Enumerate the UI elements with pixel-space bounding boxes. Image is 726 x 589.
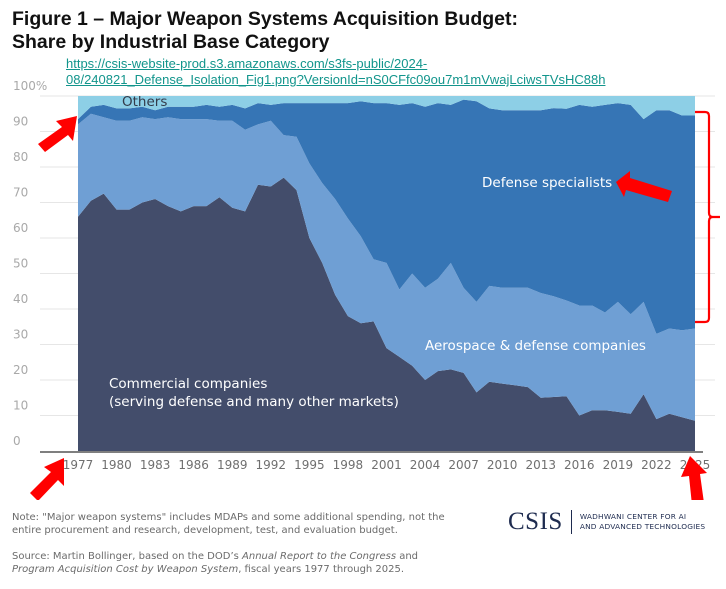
- x-tick-label: 1977: [63, 458, 94, 472]
- area-layers: [78, 96, 695, 451]
- x-tick-label: 1992: [256, 458, 287, 472]
- red-arrow-bottom-right-icon: [681, 456, 707, 500]
- area-aerospace-defense-companies: [78, 113, 695, 421]
- source-prefix: Source: Martin Bollinger, based on the D…: [12, 551, 243, 562]
- source-suffix: , fiscal years 1977 through 2025.: [238, 564, 405, 575]
- y-tick-label: 100%: [13, 79, 47, 93]
- y-tick-label: 60: [13, 221, 28, 235]
- y-tick-label: 90: [13, 115, 28, 129]
- x-tick-label: 2016: [564, 458, 595, 472]
- y-tick-label: 20: [13, 363, 28, 377]
- y-tick-label: 50: [13, 257, 28, 271]
- logo-line2: AND ADVANCED TECHNOLOGIES: [579, 522, 706, 531]
- y-tick-label: 10: [13, 399, 28, 413]
- source-mid: and: [396, 551, 419, 562]
- x-tick-label: 2019: [603, 458, 634, 472]
- source-italic-2: Program Acquisition Cost by Weapon Syste…: [12, 564, 239, 575]
- y-tick-label: 80: [13, 150, 28, 164]
- logo-subtitle: WADHWANI CENTER FOR AI AND ADVANCED TECH…: [580, 512, 705, 532]
- logo-line1: WADHWANI CENTER FOR AI: [579, 512, 687, 521]
- x-tick-label: 1989: [217, 458, 248, 472]
- y-tick-label: 0: [13, 434, 21, 448]
- x-tick-label: 2010: [487, 458, 518, 472]
- figure-title-line1: Figure 1 – Major Weapon Systems Acquisit…: [12, 8, 518, 30]
- x-tick-label: 2001: [371, 458, 402, 472]
- area-commercial-companies: [78, 177, 695, 451]
- source-url-line1[interactable]: https://csis-website-prod.s3.amazonaws.c…: [66, 56, 428, 71]
- area-labels: Others Defense specialists Aerospace & d…: [109, 94, 646, 410]
- logo-divider: [570, 510, 572, 534]
- source-url[interactable]: https://csis-website-prod.s3.amazonaws.c…: [66, 56, 605, 88]
- x-tick-label: 1998: [333, 458, 364, 472]
- chart-note: Note: "Major weapon systems" includes MD…: [12, 512, 445, 536]
- red-arrow-top-left-icon: [38, 116, 77, 152]
- csis-logo: CSIS WADHWANI CENTER FOR AI AND ADVANCED…: [508, 508, 705, 536]
- x-tick-label: 1986: [178, 458, 209, 472]
- logo-csis-wordmark: CSIS: [508, 508, 563, 535]
- x-tick-label: 2007: [448, 458, 479, 472]
- area-defense-specialists: [78, 99, 695, 334]
- annotations: [30, 110, 720, 500]
- label-others: Others: [122, 94, 167, 110]
- x-tick-label: 2022: [641, 458, 672, 472]
- label-commercial-line1: Commercial companies: [109, 376, 267, 392]
- y-tick-label: 70: [13, 186, 28, 200]
- label-aerospace-defense: Aerospace & defense companies: [425, 338, 646, 354]
- x-tick-label: 1995: [294, 458, 325, 472]
- label-commercial-line2: (serving defense and many other markets): [109, 394, 399, 410]
- source-italic-1: Annual Report to the Congress: [242, 551, 397, 562]
- y-tick-label: 40: [13, 292, 28, 306]
- x-tick-label: 1980: [101, 458, 132, 472]
- y-tick-label: 30: [13, 328, 28, 342]
- red-arrow-defense-icon: [616, 171, 672, 202]
- source-url-line2[interactable]: 08/240821_Defense_Isolation_Fig1.png?Ver…: [66, 72, 606, 87]
- label-defense-specialists: Defense specialists: [482, 175, 612, 191]
- figure-title: Figure 1 – Major Weapon Systems Acquisit…: [12, 8, 518, 54]
- figure-title-line2: Share by Industrial Base Category: [12, 31, 330, 53]
- chart-source: Source: Martin Bollinger, based on the D…: [12, 550, 452, 576]
- area-others: [78, 96, 695, 120]
- y-axis-ticks: 100% 90 80 70 60 50 40 30 20 10 0: [13, 79, 47, 448]
- red-arrow-bottom-left-icon: [30, 458, 64, 500]
- x-tick-label: 2004: [410, 458, 441, 472]
- x-tick-label: 2013: [525, 458, 556, 472]
- x-axis-ticks: 1977 1980 1983 1986 1989 1992 1995 1998 2001 2004…: [63, 458, 711, 472]
- red-bracket-icon: [695, 110, 720, 324]
- x-tick-label: 1983: [140, 458, 171, 472]
